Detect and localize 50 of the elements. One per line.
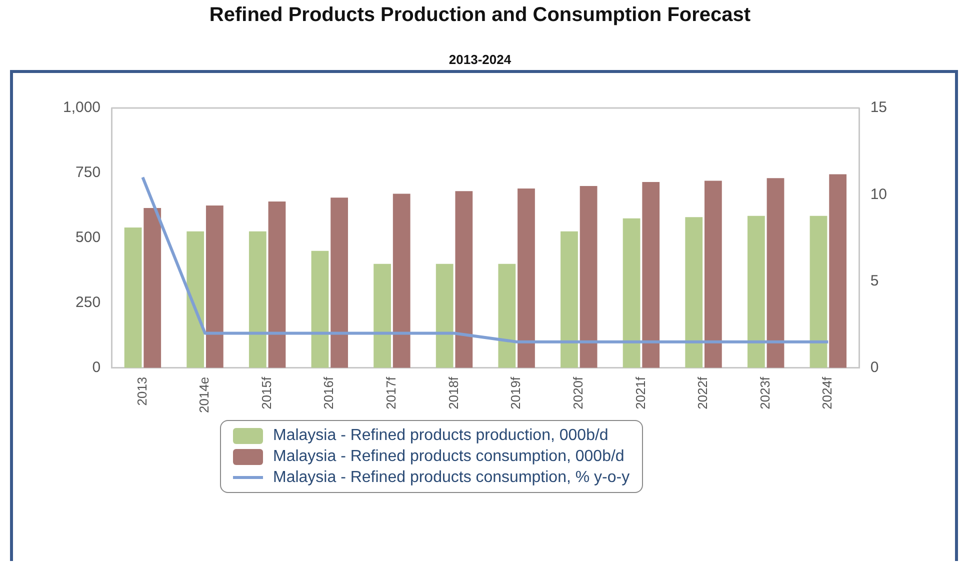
- y2-tick-label: 10: [870, 186, 888, 203]
- bar: [642, 182, 660, 368]
- bar: [206, 205, 224, 368]
- bar: [810, 216, 828, 368]
- bar: [685, 217, 703, 368]
- chart-subtitle: 2013-2024: [448, 52, 512, 67]
- y-tick-label: 0: [92, 358, 101, 376]
- x-tick-label: 2016f: [321, 376, 336, 410]
- bar: [622, 218, 640, 368]
- legend-label: Malaysia - Refined products consumption, % y-o-y: [273, 468, 630, 486]
- x-tick-label: 2017f: [384, 376, 399, 410]
- bar: [268, 202, 286, 368]
- y-tick-label: 1,000: [62, 99, 101, 116]
- x-tick-label: 2019f: [508, 376, 524, 410]
- x-tick-label: 2021f: [632, 376, 648, 410]
- x-tick-label: 2020f: [570, 376, 586, 410]
- bar: [436, 264, 454, 368]
- legend-label: Malaysia - Refined products consumption, 000b/d: [273, 448, 624, 466]
- bar: [580, 186, 598, 368]
- y2-tick-label: 15: [870, 99, 888, 116]
- legend-label: Malaysia - Refined products production, 000b/d: [273, 426, 608, 444]
- bar: [374, 264, 391, 368]
- bar: [518, 188, 535, 368]
- bar: [829, 174, 847, 368]
- y2-tick-label: 0: [870, 358, 879, 376]
- bar: [144, 208, 162, 368]
- chart-title: Refined Products Production and Consumption Forecast: [208, 4, 752, 27]
- x-tick-label: 2024f: [820, 376, 835, 410]
- x-tick-label: 2023f: [757, 376, 772, 410]
- bar: [330, 198, 348, 368]
- bar: [704, 180, 722, 368]
- bar: [311, 250, 329, 368]
- bar: [560, 231, 578, 368]
- x-tick-label: 2015f: [258, 376, 274, 410]
- bar: [124, 228, 142, 368]
- x-tick-label: 2018f: [446, 376, 461, 410]
- y2-tick-label: 5: [870, 272, 879, 290]
- bar: [498, 264, 516, 368]
- x-tick-label: 2013: [134, 376, 150, 406]
- y-tick-label: 500: [76, 229, 101, 246]
- bar: [747, 216, 765, 368]
- bar: [186, 231, 204, 368]
- bar: [766, 178, 784, 368]
- y-tick-label: 250: [76, 294, 101, 312]
- x-tick-label: 2014e: [196, 376, 212, 414]
- x-tick-label: 2022f: [695, 376, 710, 410]
- bar: [248, 231, 266, 368]
- bar: [455, 191, 473, 368]
- bar: [392, 194, 410, 368]
- y-tick-label: 750: [76, 164, 101, 182]
